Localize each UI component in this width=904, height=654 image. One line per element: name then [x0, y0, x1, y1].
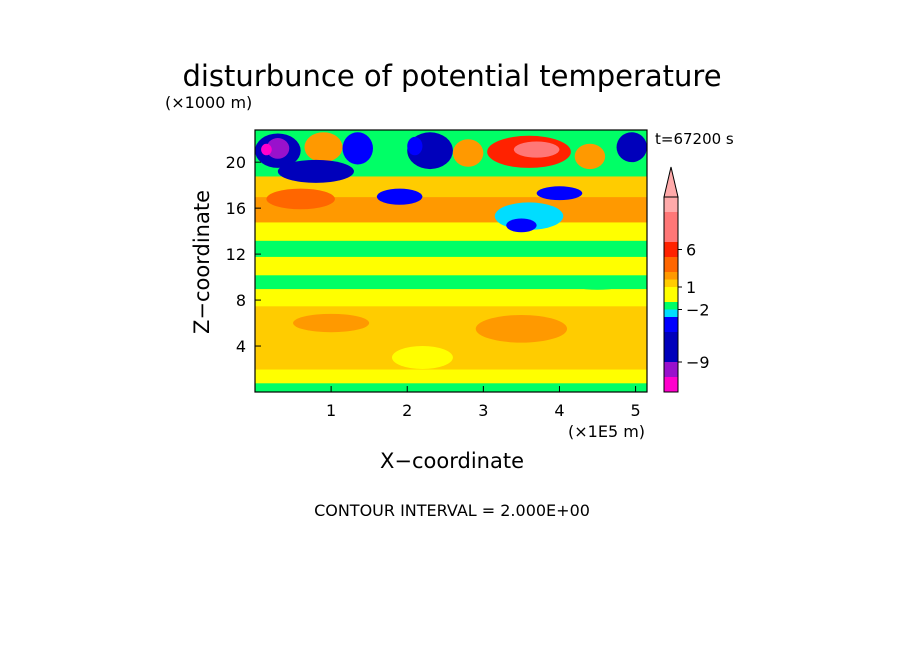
field-feature — [574, 143, 606, 170]
colorbar-band — [664, 287, 678, 302]
colorbar-band — [664, 197, 678, 212]
field-layer-band — [255, 240, 647, 257]
field-feature — [407, 136, 423, 156]
x-tick-label: 1 — [326, 401, 336, 420]
x-tick-label: 5 — [630, 401, 640, 420]
y-tick-label: 4 — [236, 337, 246, 356]
colorbar-label: 6 — [686, 241, 696, 260]
field-layer-band — [255, 382, 647, 392]
field-feature — [266, 138, 290, 159]
colorbar-band — [664, 309, 678, 317]
colorbar-label: 1 — [686, 278, 696, 297]
y-tick-label: 16 — [226, 199, 246, 218]
contour-interval-footer: CONTOUR INTERVAL = 2.000E+00 — [314, 501, 590, 520]
colorbar-band — [664, 279, 678, 287]
x-unit-label: (×1E5 m) — [568, 422, 645, 441]
y-tick-label: 20 — [226, 153, 246, 172]
colorbar-label: −2 — [686, 301, 710, 320]
y-axis-label: Z−coordinate — [190, 190, 214, 334]
field-feature — [452, 139, 484, 167]
field-feature — [376, 188, 423, 205]
field-feature — [506, 218, 537, 233]
heatmap-field — [255, 130, 647, 392]
colorbar-band — [664, 242, 678, 257]
field-layer-band — [255, 256, 647, 276]
field-feature — [277, 159, 354, 183]
x-axis-ticks: 1 2 3 4 5 — [326, 386, 641, 420]
colorbar-band — [664, 302, 678, 310]
colorbar-band — [664, 362, 678, 377]
field-feature — [304, 132, 343, 163]
field-feature — [475, 315, 568, 343]
field-layer-band — [255, 288, 647, 307]
field-layer-band — [255, 274, 647, 290]
colorbar-label: −9 — [686, 353, 710, 372]
field-feature — [536, 186, 583, 201]
field-feature — [266, 188, 335, 210]
field-feature — [392, 346, 453, 370]
x-tick-label: 2 — [402, 401, 412, 420]
x-tick-label: 3 — [478, 401, 488, 420]
field-feature — [616, 132, 647, 163]
colorbar-band — [664, 272, 678, 280]
field-layer-band — [255, 369, 647, 384]
colorbar-extend-arrow — [663, 166, 679, 198]
colorbar-band — [664, 212, 678, 242]
y-tick-label: 8 — [236, 291, 246, 310]
colorbar-band — [664, 257, 678, 272]
field-feature — [513, 141, 560, 158]
chart-title: disturbunce of potential temperature — [182, 59, 721, 93]
x-tick-label: 4 — [554, 401, 564, 420]
time-label: t=67200 s — [655, 130, 734, 148]
colorbar-band — [664, 332, 678, 362]
field-layer-band — [255, 328, 647, 370]
y-axis-ticks: 4 8 12 16 20 — [226, 153, 261, 356]
colorbar-band — [664, 317, 678, 332]
colorbar: 6 1 −2 −9 — [663, 166, 710, 393]
field-feature — [342, 132, 373, 165]
plot-frame — [254, 129, 648, 393]
field-layer-band — [255, 221, 647, 241]
y-tick-label: 12 — [226, 245, 246, 264]
field-feature — [293, 313, 370, 333]
x-axis-label: X−coordinate — [380, 449, 524, 473]
field-feature — [567, 275, 628, 290]
y-unit-label: (×1000 m) — [165, 93, 252, 112]
colorbar-band — [664, 377, 678, 392]
field-feature — [261, 143, 272, 156]
